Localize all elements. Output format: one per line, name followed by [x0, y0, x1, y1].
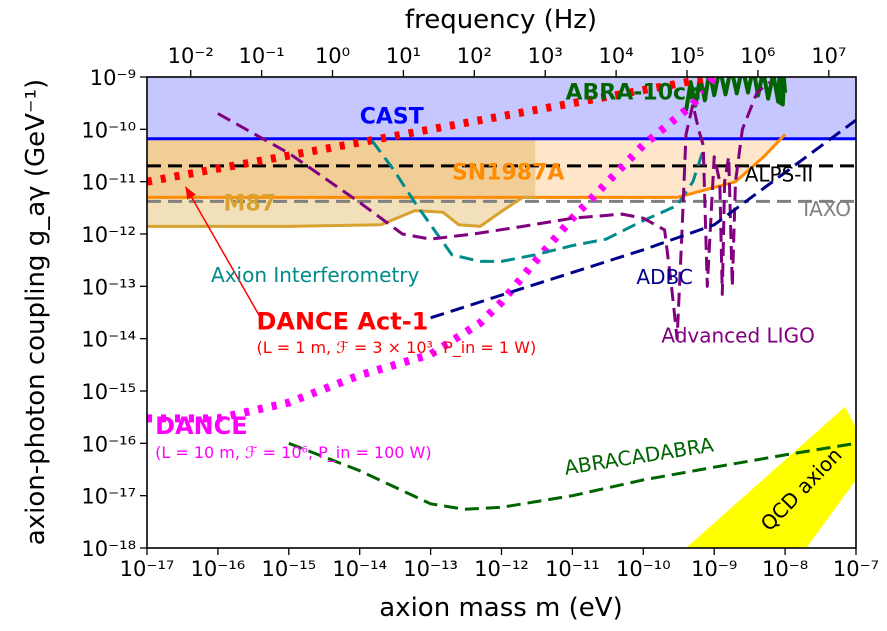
label-abracadabra: ABRACADABRA	[563, 432, 716, 479]
top-tick-label: 10⁶	[740, 44, 775, 68]
filled-regions	[147, 77, 856, 548]
label-l-1-m-3-10-p-in-1-w: (L = 1 m, ℱ = 3 × 10³, P_in = 1 W)	[256, 338, 536, 358]
x-tick-label: 10⁻⁹	[691, 557, 737, 581]
label-abra-10cm: ABRA-10cm	[566, 81, 709, 106]
label-l-10-m-10-p-in-100-w: (L = 10 m, ℱ = 10⁶, P_in = 100 W)	[155, 443, 432, 463]
x-tick-label: 10⁻¹¹	[545, 557, 600, 581]
label-iaxo: IAXO	[803, 197, 851, 221]
x-tick-label: 10⁻⁸	[762, 557, 808, 581]
label-dance: DANCE	[155, 412, 248, 440]
top-tick-label: 10⁰	[315, 44, 350, 68]
dance-line	[147, 77, 718, 423]
x-tick-label: 10⁻¹⁷	[120, 557, 175, 581]
top-tick-label: 10¹	[386, 44, 421, 68]
label-m87: M87	[224, 192, 277, 217]
sn1987a-line	[147, 133, 787, 199]
y-tick-label: 10⁻¹¹	[81, 171, 136, 195]
x-tick-label: 10⁻¹⁴	[332, 557, 387, 581]
annotation-arrow-line	[184, 186, 262, 319]
adbc-line	[430, 118, 856, 320]
y-tick-label: 10⁻¹⁶	[81, 432, 136, 456]
x-tick-label: 10⁻¹²	[474, 557, 529, 581]
annotation-arrow-head	[185, 186, 196, 200]
y-tick-label: 10⁻⁹	[90, 66, 136, 90]
top-tick-label: 10³	[528, 44, 563, 68]
x-tick-label: 10⁻¹³	[403, 557, 458, 581]
label-advanced-ligo: Advanced LIGO	[661, 323, 814, 347]
y-axis-label: axion-photon coupling g_aγ (GeV⁻¹)	[21, 79, 51, 545]
cast-region	[147, 77, 856, 139]
y-tick-label: 10⁻¹⁵	[81, 380, 136, 404]
y-tick-label: 10⁻¹²	[81, 223, 136, 247]
qcd-axion-band	[686, 406, 856, 548]
label-dance-act-1: DANCE Act-1	[256, 307, 428, 335]
y-tick-label: 10⁻¹⁸	[81, 537, 136, 561]
abra-10cm-line	[684, 77, 788, 112]
top-tick-label: 10⁻²	[168, 44, 214, 68]
m87-line	[147, 195, 536, 228]
top-tick-label: 10⁵	[669, 44, 704, 68]
top-tick-label: 10⁷	[811, 44, 846, 68]
x-tick-label: 10⁻¹⁰	[616, 557, 671, 581]
y-tick-label: 10⁻¹⁰	[81, 118, 136, 142]
top-tick-label: 10⁴	[599, 44, 634, 68]
label-adbc: ADBC	[636, 265, 692, 289]
x-tick-label: 10⁻¹⁶	[191, 557, 246, 581]
y-tick-label: 10⁻¹⁷	[81, 485, 136, 509]
abracadabra-line	[288, 441, 856, 511]
series-lines	[147, 77, 856, 511]
label-sn1987a: SN1987A	[452, 161, 565, 186]
top-tick-label: 10²	[457, 44, 492, 68]
top-tick-label: 10⁻¹	[238, 44, 284, 68]
dance-act-1-line	[147, 77, 715, 186]
label-alps-ii: ALPS-II	[745, 163, 814, 187]
y-tick-label: 10⁻¹³	[81, 275, 136, 299]
label-axion-interferometry: Axion Interferometry	[211, 263, 420, 287]
x-tick-label: 10⁻¹⁵	[261, 557, 316, 581]
label-cast: CAST	[360, 104, 424, 129]
x-axis-label: axion mass m (eV)	[379, 593, 622, 623]
axes: 10⁻¹⁷ 10⁻¹⁶ 10⁻¹⁵ 10⁻¹⁴ 10⁻¹³ 10⁻¹² 10⁻¹¹ 10⁻¹⁰…	[81, 44, 879, 581]
advanced-ligo-line	[217, 80, 771, 341]
x-tick-label: 10⁻⁷	[833, 557, 879, 581]
axion-interferometry-line	[370, 140, 705, 263]
top-axis-label: frequency (Hz)	[405, 5, 597, 35]
y-tick-label: 10⁻¹⁴	[81, 328, 136, 352]
